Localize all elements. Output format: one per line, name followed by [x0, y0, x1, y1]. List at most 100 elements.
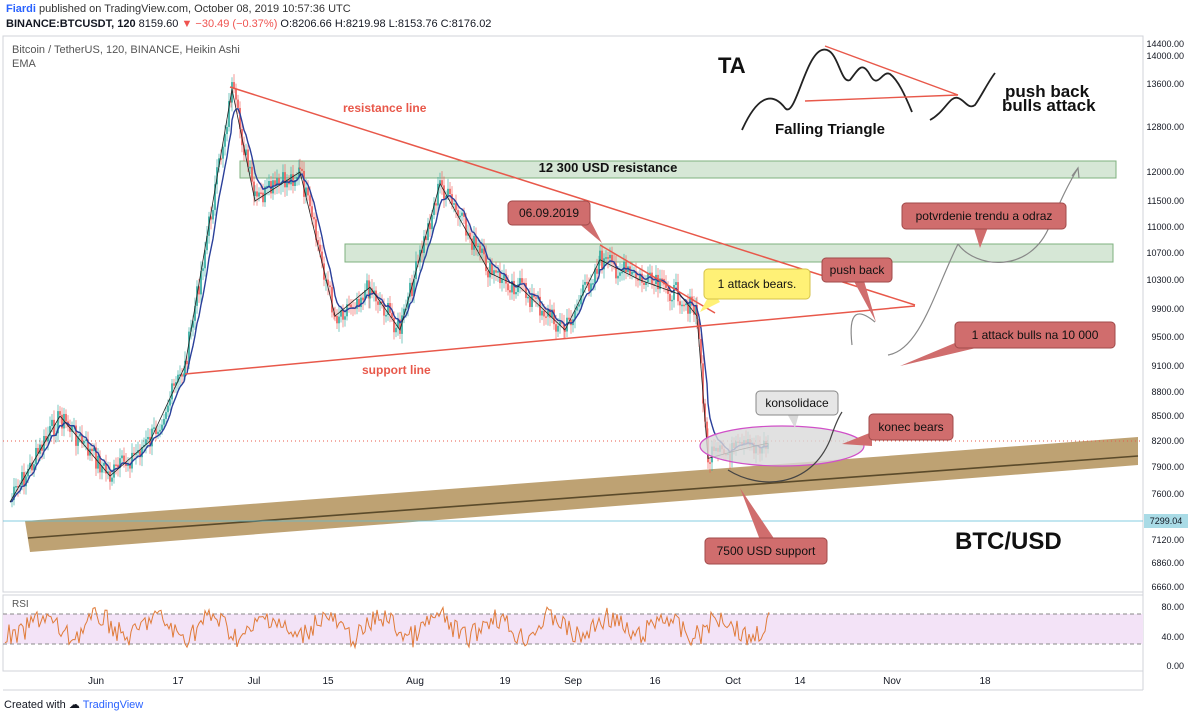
- candle-body: [584, 281, 586, 285]
- candle-body: [623, 262, 625, 272]
- candle-body: [253, 181, 255, 196]
- candle-body: [561, 321, 563, 324]
- price-axis[interactable]: 14400.00 14000.00 13600.00 12800.00 12000.00…: [1146, 39, 1184, 592]
- time-tick-label: Jun: [88, 676, 104, 687]
- candle-body: [683, 304, 685, 307]
- candle-body: [607, 257, 609, 259]
- candle-body: [159, 429, 161, 432]
- candle-body: [356, 298, 358, 309]
- candle-body: [665, 284, 667, 288]
- candle-body: [574, 310, 576, 320]
- candle-body: [586, 281, 588, 284]
- candle-body: [417, 261, 419, 263]
- candle-body: [704, 403, 706, 422]
- candle-body: [175, 382, 177, 386]
- candle-body: [709, 462, 711, 464]
- candle-body: [461, 212, 463, 216]
- candle-body: [249, 166, 251, 169]
- candle-body: [449, 188, 451, 195]
- konec-callout-pointer: [842, 432, 872, 446]
- trend-callout-text: potvrdenie trendu a odraz: [916, 209, 1053, 223]
- candle-body: [290, 174, 292, 185]
- time-axis[interactable]: Jun 17 Jul 15 Aug 19 Sep 16 Oct 14 Nov 18: [88, 676, 991, 687]
- candle-body: [580, 295, 582, 305]
- candle-body: [429, 223, 431, 230]
- candle-body: [497, 271, 499, 273]
- candle-body: [489, 262, 491, 278]
- trend-callout: [901, 202, 1067, 230]
- candle-body: [568, 317, 570, 320]
- tradingview-link[interactable]: TradingView: [82, 699, 144, 711]
- symbol-label: BINANCE:BTCUSDT, 120: [6, 18, 136, 30]
- candle-body: [79, 434, 81, 437]
- candle-body: [679, 301, 681, 306]
- candle-body: [555, 324, 557, 332]
- candle-body: [465, 216, 467, 236]
- current-price-tag: [1144, 514, 1188, 528]
- candle-body: [409, 282, 411, 297]
- candle-body: [218, 158, 220, 168]
- candle-body: [37, 447, 39, 454]
- candle-body: [545, 316, 547, 318]
- price-tick-label: 6860.00: [1151, 558, 1184, 568]
- candle-body: [503, 273, 505, 279]
- candle-body: [212, 209, 214, 220]
- rsi-line: [4, 605, 770, 650]
- candle-body: [557, 325, 559, 332]
- candle-body: [661, 278, 663, 280]
- candle-body: [47, 436, 49, 442]
- candle-body: [301, 168, 303, 171]
- price-tick-label: 8800.00: [1151, 387, 1184, 397]
- konsolidace-text: konsolidace: [765, 396, 829, 410]
- price-tick-label: 14400.00: [1146, 39, 1184, 49]
- support-trendline: [184, 305, 916, 375]
- candle-body: [13, 486, 15, 500]
- candle-body: [239, 107, 241, 130]
- publish-header: Fiardi published on TradingView.com, Oct…: [0, 0, 1200, 34]
- last-price: 8159.60: [138, 18, 179, 30]
- candle-body: [278, 178, 280, 186]
- bull-attack-path: [887, 243, 959, 356]
- candle-body: [381, 301, 383, 304]
- candle-body: [499, 271, 501, 284]
- candle-body: [588, 283, 590, 292]
- candle-body: [368, 280, 370, 299]
- pushback-top-label: push back: [1005, 82, 1090, 101]
- candle-body: [493, 270, 495, 275]
- candle-body: [59, 411, 61, 415]
- candle-body: [439, 180, 441, 184]
- price-tick-label: 7900.00: [1151, 462, 1184, 472]
- candle-body: [551, 309, 553, 318]
- candle-body: [127, 463, 129, 466]
- time-tick-label: Sep: [564, 676, 582, 687]
- price-tick-label: 8200.00: [1151, 436, 1184, 446]
- candle-body: [507, 283, 509, 291]
- candle-body: [615, 263, 617, 279]
- candle-body: [331, 287, 333, 313]
- candle-body: [401, 315, 403, 334]
- trend-confirm-path: [957, 167, 1079, 263]
- candle-body: [447, 188, 449, 196]
- candle-body: [177, 374, 179, 383]
- candle-body: [311, 206, 313, 218]
- candle-body: [340, 310, 342, 317]
- candle-body: [637, 278, 639, 281]
- candle-body: [379, 301, 381, 305]
- candle-body: [469, 232, 471, 239]
- price-tick-label: 8500.00: [1151, 411, 1184, 421]
- candle-body: [473, 235, 475, 250]
- candle-body: [549, 308, 551, 318]
- candle-body: [119, 458, 121, 468]
- candle-body: [453, 203, 455, 205]
- price-tick-label: 10300.00: [1146, 275, 1184, 285]
- author-link[interactable]: Fiardi: [6, 3, 36, 15]
- candle-body: [395, 327, 397, 333]
- candle-body: [282, 172, 284, 183]
- legend-indicator: EMA: [12, 58, 36, 70]
- candle-body: [77, 436, 79, 446]
- price-tick-label: 12000.00: [1146, 167, 1184, 177]
- candle-body: [294, 179, 296, 186]
- bounce-path: [727, 411, 843, 483]
- candle-body: [397, 319, 399, 328]
